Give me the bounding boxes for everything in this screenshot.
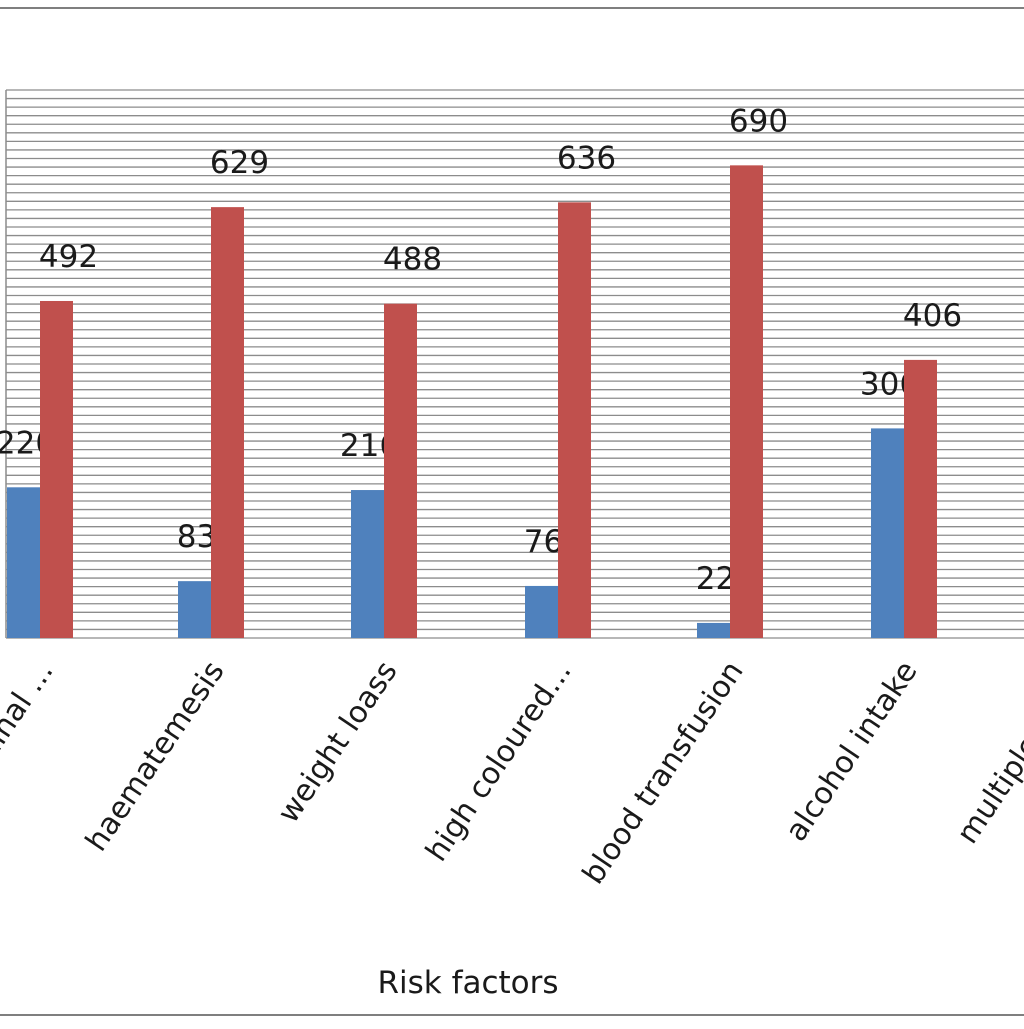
data-label-series-2-1: 629 <box>210 145 269 181</box>
bar-series-1-5 <box>871 428 904 638</box>
bar-series-2-3 <box>558 202 591 638</box>
data-label-series-1-4: 22 <box>696 561 735 597</box>
bar-series-2-4 <box>730 165 763 638</box>
bar-series-2-1 <box>211 207 244 638</box>
bar-series-1-2 <box>351 490 384 638</box>
data-label-series-2-3: 636 <box>557 140 616 176</box>
bar-series-2-0 <box>40 300 73 638</box>
x-axis-title: Risk factors <box>377 965 558 1001</box>
data-label-series-2-5: 406 <box>903 298 962 334</box>
data-label-series-2-4: 690 <box>729 103 788 139</box>
data-label-series-1-1: 83 <box>177 519 216 555</box>
category-label-6: multiple sex... <box>950 655 1024 850</box>
category-label-3: high coloured... <box>419 655 578 868</box>
bar-series-1-4 <box>697 622 730 638</box>
data-label-series-1-3: 76 <box>524 524 563 560</box>
bar-series-2-5 <box>904 359 937 638</box>
bar-series-1-1 <box>178 581 211 638</box>
category-label-5: alcohol intake <box>779 655 925 848</box>
category-label-0: abdominal ... <box>0 655 61 837</box>
data-label-series-2-2: 488 <box>383 242 442 278</box>
category-label-2: weight loass <box>271 655 405 830</box>
bar-series-1-3 <box>525 585 558 638</box>
bar-series-2-2 <box>384 303 417 638</box>
category-label-4: blood transfusion <box>576 655 751 891</box>
bar-series-1-0 <box>7 487 40 638</box>
data-label-series-2-0: 492 <box>39 239 98 275</box>
category-label-1: haematemesis <box>79 655 232 858</box>
